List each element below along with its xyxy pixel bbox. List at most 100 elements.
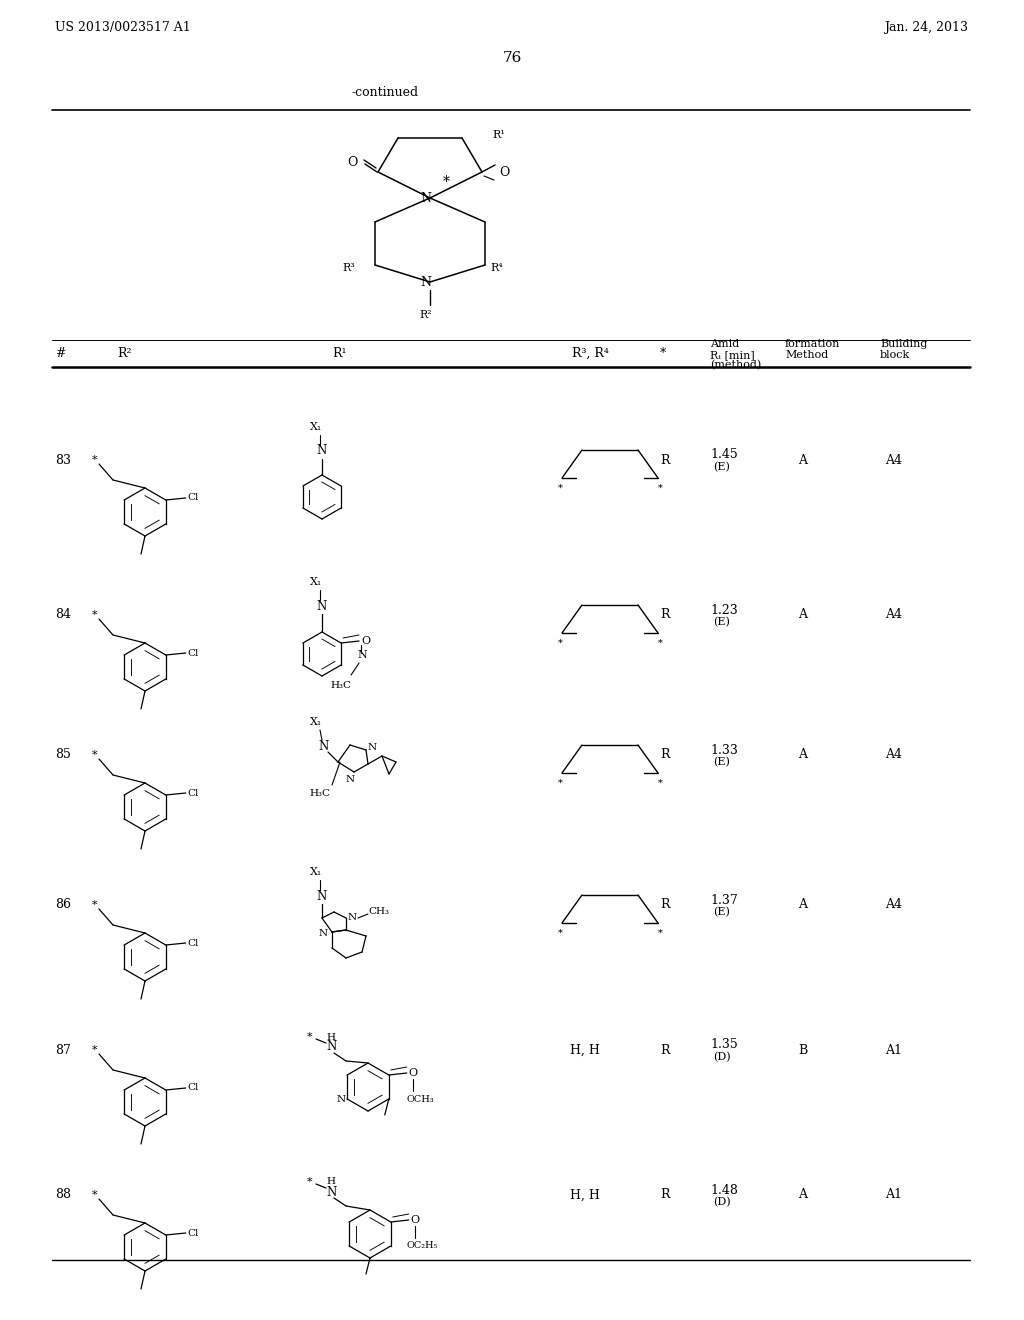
Text: Rₜ [min]: Rₜ [min] (710, 350, 755, 360)
Text: *: * (92, 1045, 98, 1055)
Text: B: B (798, 1044, 807, 1056)
Text: N: N (326, 1185, 336, 1199)
Text: *: * (557, 779, 562, 788)
Text: R¹: R¹ (333, 347, 347, 360)
Text: *: * (657, 928, 663, 937)
Text: OC₂H₅: OC₂H₅ (407, 1242, 438, 1250)
Text: O: O (409, 1068, 418, 1078)
Text: *: * (307, 1177, 312, 1187)
Text: N: N (316, 445, 327, 458)
Text: R⁴: R⁴ (490, 263, 503, 273)
Text: Cl: Cl (187, 788, 199, 797)
Text: A4: A4 (885, 748, 902, 762)
Text: A: A (798, 609, 807, 622)
Text: A: A (798, 454, 807, 466)
Text: *: * (557, 483, 562, 492)
Text: *: * (92, 610, 98, 620)
Text: (E): (E) (713, 756, 730, 767)
Text: O: O (411, 1214, 420, 1225)
Text: Amid: Amid (710, 339, 739, 348)
Text: *: * (657, 483, 663, 492)
Text: *: * (557, 928, 562, 937)
Text: Cl: Cl (187, 1229, 199, 1238)
Text: *: * (92, 1191, 98, 1200)
Text: H, H: H, H (570, 1044, 600, 1056)
Text: -continued: -continued (351, 86, 419, 99)
Text: 86: 86 (55, 899, 71, 912)
Text: Method: Method (785, 350, 828, 360)
Text: 1.23: 1.23 (710, 603, 737, 616)
Text: R³: R³ (342, 263, 355, 273)
Text: 1.33: 1.33 (710, 743, 738, 756)
Text: 87: 87 (55, 1044, 71, 1056)
Text: US 2013/0023517 A1: US 2013/0023517 A1 (55, 21, 190, 34)
Text: R²: R² (420, 310, 432, 319)
Text: X₁: X₁ (310, 717, 323, 727)
Text: Jan. 24, 2013: Jan. 24, 2013 (884, 21, 968, 34)
Text: (E): (E) (713, 616, 730, 627)
Text: X₁: X₁ (310, 422, 323, 432)
Text: R²: R² (118, 347, 132, 360)
Text: N: N (316, 599, 327, 612)
Text: N: N (357, 649, 367, 660)
Text: Cl: Cl (187, 648, 199, 657)
Text: R: R (660, 454, 670, 466)
Text: *: * (657, 639, 663, 648)
Text: R³, R⁴: R³, R⁴ (571, 347, 608, 360)
Text: N: N (326, 1040, 336, 1053)
Text: N: N (348, 913, 357, 923)
Text: *: * (92, 455, 98, 465)
Text: N: N (421, 191, 431, 205)
Text: 84: 84 (55, 609, 71, 622)
Text: (E): (E) (713, 907, 730, 917)
Text: R: R (660, 609, 670, 622)
Text: block: block (880, 350, 910, 360)
Text: N: N (318, 739, 329, 752)
Text: Cl: Cl (187, 494, 199, 503)
Text: N: N (337, 1094, 346, 1104)
Text: R¹: R¹ (492, 129, 505, 140)
Text: O: O (499, 165, 509, 178)
Text: R: R (660, 899, 670, 912)
Text: A: A (798, 899, 807, 912)
Text: H: H (326, 1177, 335, 1187)
Text: *: * (557, 639, 562, 648)
Text: Building: Building (880, 339, 928, 348)
Text: X₁: X₁ (310, 867, 323, 876)
Text: 83: 83 (55, 454, 71, 466)
Text: 76: 76 (503, 51, 521, 65)
Text: N: N (368, 743, 377, 752)
Text: N: N (345, 776, 354, 784)
Text: A1: A1 (885, 1044, 902, 1056)
Text: *: * (92, 750, 98, 760)
Text: H₃C: H₃C (309, 789, 331, 799)
Text: (D): (D) (713, 1052, 731, 1063)
Text: 1.48: 1.48 (710, 1184, 738, 1196)
Text: R: R (660, 1044, 670, 1056)
Text: A: A (798, 1188, 807, 1201)
Text: *: * (442, 176, 450, 189)
Text: H: H (326, 1032, 335, 1041)
Text: Cl: Cl (187, 939, 199, 948)
Text: 1.37: 1.37 (710, 894, 737, 907)
Text: A4: A4 (885, 609, 902, 622)
Text: OCH₃: OCH₃ (407, 1094, 434, 1104)
Text: *: * (657, 779, 663, 788)
Text: O: O (347, 156, 358, 169)
Text: Cl: Cl (187, 1084, 199, 1093)
Text: 1.35: 1.35 (710, 1039, 737, 1052)
Text: formation: formation (785, 339, 841, 348)
Text: R: R (660, 748, 670, 762)
Text: N: N (318, 929, 328, 939)
Text: *: * (307, 1032, 312, 1041)
Text: CH₃: CH₃ (368, 908, 389, 916)
Text: *: * (660, 347, 667, 360)
Text: N: N (421, 276, 431, 289)
Text: (E): (E) (713, 462, 730, 473)
Text: (D): (D) (713, 1197, 731, 1208)
Text: 88: 88 (55, 1188, 71, 1201)
Text: *: * (92, 900, 98, 909)
Text: 85: 85 (55, 748, 71, 762)
Text: X₁: X₁ (310, 577, 323, 587)
Text: A: A (798, 748, 807, 762)
